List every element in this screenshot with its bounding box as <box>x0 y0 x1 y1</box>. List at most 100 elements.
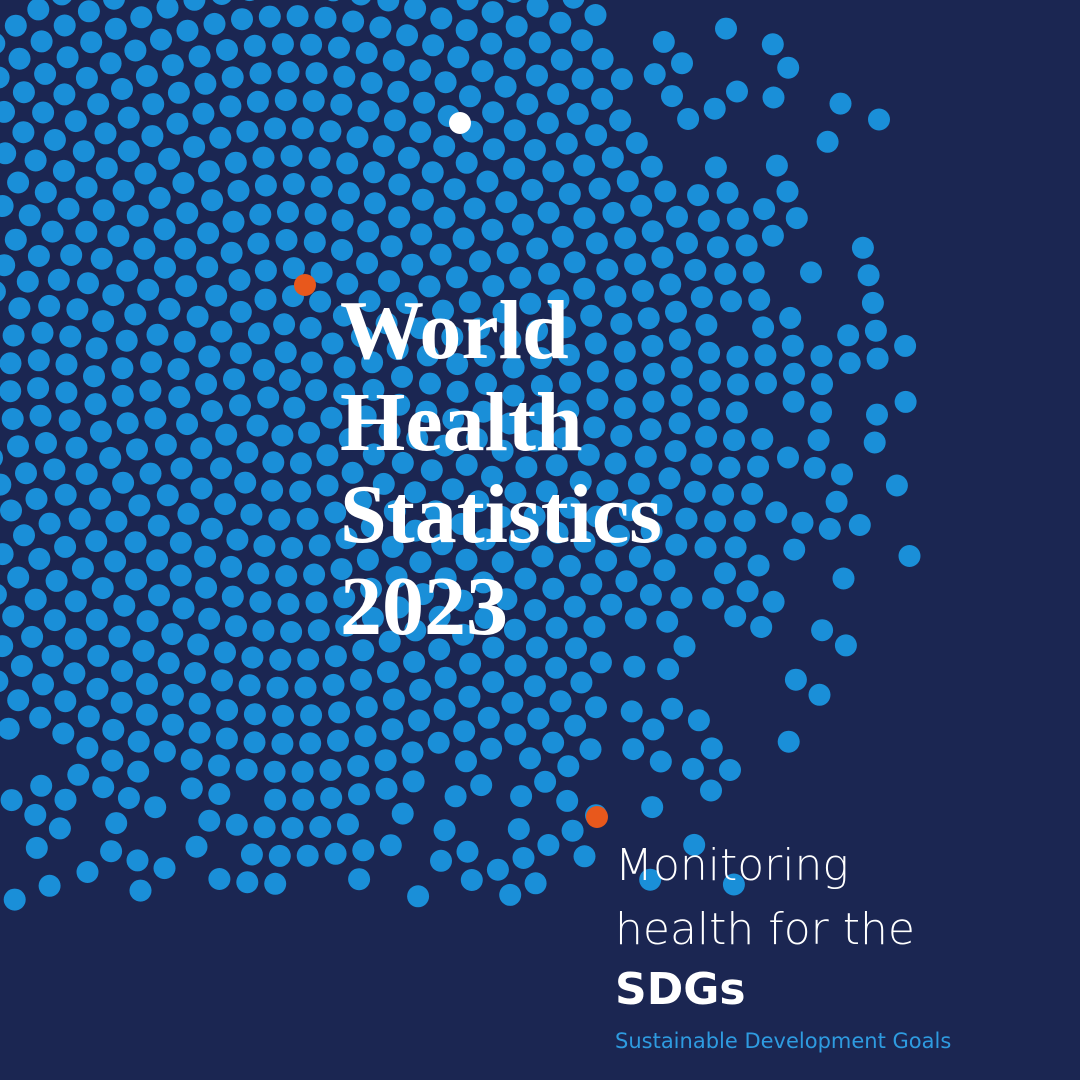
title-line: Statistics <box>340 468 662 561</box>
dot <box>167 81 190 104</box>
dot <box>573 845 596 868</box>
dot <box>406 427 429 450</box>
dot <box>596 479 619 502</box>
dot <box>7 566 30 589</box>
dot <box>360 72 383 94</box>
dot <box>433 698 456 721</box>
dot <box>665 533 688 556</box>
dot <box>816 130 839 153</box>
dot <box>433 434 456 457</box>
dot <box>128 494 151 517</box>
dot <box>811 373 833 396</box>
dot <box>257 386 280 409</box>
dot <box>274 341 297 364</box>
dot <box>570 671 593 694</box>
dot <box>0 380 22 403</box>
dot <box>29 404 52 427</box>
dot <box>0 450 3 466</box>
dot <box>726 80 748 103</box>
dot <box>350 325 373 348</box>
dot <box>538 262 561 285</box>
dot <box>726 207 749 230</box>
dot <box>308 147 331 169</box>
dot <box>777 56 800 79</box>
dot <box>169 531 192 554</box>
dot <box>782 390 805 413</box>
dot <box>8 297 31 320</box>
dot <box>727 373 749 396</box>
dot <box>639 583 662 606</box>
dot <box>458 291 481 314</box>
dot <box>387 80 410 103</box>
dot <box>566 102 589 125</box>
dot <box>124 39 147 62</box>
dot <box>427 731 450 754</box>
dot <box>0 195 14 217</box>
dot <box>469 250 491 273</box>
dot <box>338 428 361 450</box>
dot <box>640 155 663 178</box>
dot <box>403 650 426 673</box>
dot <box>30 30 53 53</box>
dot <box>408 709 430 732</box>
dot <box>227 179 250 202</box>
dot <box>571 67 594 90</box>
dot <box>135 703 158 726</box>
dot <box>29 706 52 729</box>
dot <box>25 488 48 510</box>
dot <box>34 181 57 204</box>
dot <box>783 362 805 385</box>
dot <box>214 493 237 516</box>
dot <box>391 365 413 388</box>
dot <box>197 222 220 245</box>
dot <box>659 273 682 296</box>
dot <box>616 170 639 193</box>
dot <box>252 358 275 381</box>
dot <box>77 272 99 295</box>
dot <box>503 119 526 142</box>
dot <box>573 530 596 553</box>
dot <box>348 783 370 806</box>
dot <box>303 231 326 254</box>
dot <box>382 688 405 711</box>
dot <box>187 633 210 656</box>
dot <box>92 199 115 222</box>
dot <box>722 873 745 896</box>
dot <box>552 427 575 450</box>
dot <box>583 616 606 638</box>
dot <box>12 121 35 144</box>
dot <box>610 425 633 447</box>
dot <box>168 386 191 409</box>
dot <box>269 648 292 671</box>
dot <box>761 224 784 247</box>
dot <box>831 463 853 486</box>
dot <box>482 138 505 161</box>
dot <box>863 431 886 454</box>
dot <box>681 757 704 780</box>
dot <box>385 566 408 588</box>
title-line: World <box>340 284 569 377</box>
dot <box>595 549 618 572</box>
dot <box>381 535 404 558</box>
dot <box>229 342 252 365</box>
dot <box>434 567 457 590</box>
dot <box>503 618 526 641</box>
dot <box>700 779 722 802</box>
dot <box>670 384 693 407</box>
dot <box>742 261 765 284</box>
dot <box>24 588 47 611</box>
dot <box>453 720 476 743</box>
dot <box>555 132 578 155</box>
dot <box>542 160 565 183</box>
dot <box>473 344 496 367</box>
dot <box>299 316 322 339</box>
dot <box>857 264 880 287</box>
dot <box>530 374 553 397</box>
dot <box>41 220 64 243</box>
dot <box>434 666 457 689</box>
dot <box>777 446 799 469</box>
dot <box>378 270 400 293</box>
dot <box>455 19 478 42</box>
dot <box>208 868 231 890</box>
dot <box>718 456 741 479</box>
